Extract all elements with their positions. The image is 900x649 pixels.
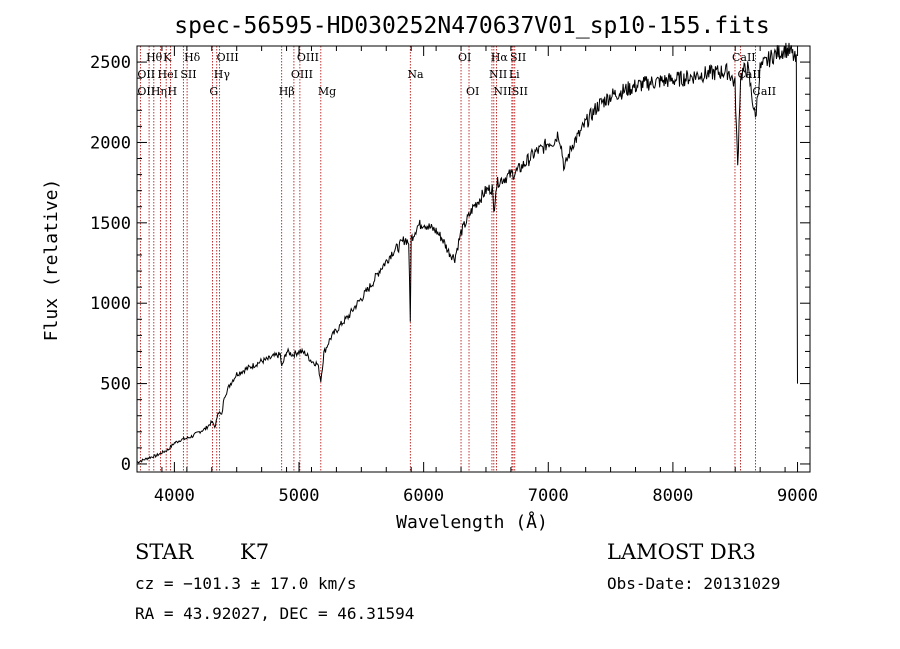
y-tick-label: 2000 [90,133,131,153]
line-label: NII [493,85,511,98]
x-axis-ticks: 4000 5000 6000 7000 8000 9000 [136,46,818,506]
line-label: NII [489,68,507,81]
object-subclass: K7 [240,540,270,564]
line-label: CaII [752,85,776,98]
line-label: Hη [151,85,167,98]
line-label: OIII [217,51,239,64]
line-label: SII [510,51,526,64]
line-label: K [163,51,172,64]
line-label: H [168,85,178,98]
chart-title: spec-56595-HD030252N470637V01_sp10-155.f… [174,13,769,39]
line-label: OII [137,85,155,98]
x-tick-label: 8000 [652,486,693,506]
y-axis-ticks: 0 500 1000 1500 2000 2500 [90,45,810,475]
x-tick-label: 7000 [528,486,569,506]
line-label: Hα [491,51,509,64]
line-label: CaII [732,51,756,64]
line-label: Na [407,68,424,81]
emission-line-markers [139,46,756,472]
line-label: SII [180,68,196,81]
y-tick-label: 1000 [90,294,131,314]
x-tick-label: 5000 [279,486,320,506]
x-tick-label: 9000 [777,486,818,506]
line-label: Hθ [146,51,163,64]
redshift-cz: cz = −101.3 ± 17.0 km/s [135,574,357,593]
object-class: STAR [135,540,194,564]
line-label: Hγ [214,68,231,81]
ra-dec-coordinates: RA = 43.92027, DEC = 46.31594 [135,604,415,623]
survey-name: LAMOST DR3 [607,540,756,564]
line-label: G [209,85,218,98]
line-label: OIII [297,51,319,64]
y-axis-label: Flux (relative) [41,179,62,342]
x-tick-label: 4000 [154,486,195,506]
line-label: Hβ [279,85,295,98]
x-axis-label: Wavelength (Å) [396,511,548,533]
plot-frame [136,45,811,473]
line-label: Hδ [184,51,201,64]
line-label: OI [466,85,479,98]
line-label: Mg [318,85,336,98]
line-label: Li [509,68,520,81]
y-tick-label: 2500 [90,53,131,73]
observation-date: Obs-Date: 20131029 [607,574,781,593]
y-tick-label: 1500 [90,214,131,234]
x-tick-label: 6000 [403,486,444,506]
y-tick-label: 0 [121,455,131,475]
line-label: SII [512,85,528,98]
line-label: OI [458,51,471,64]
y-tick-label: 500 [100,375,131,395]
line-label: HeI [158,68,178,81]
flux-series-line [136,42,798,464]
line-label: OIII [291,68,313,81]
line-label: OII [137,68,155,81]
